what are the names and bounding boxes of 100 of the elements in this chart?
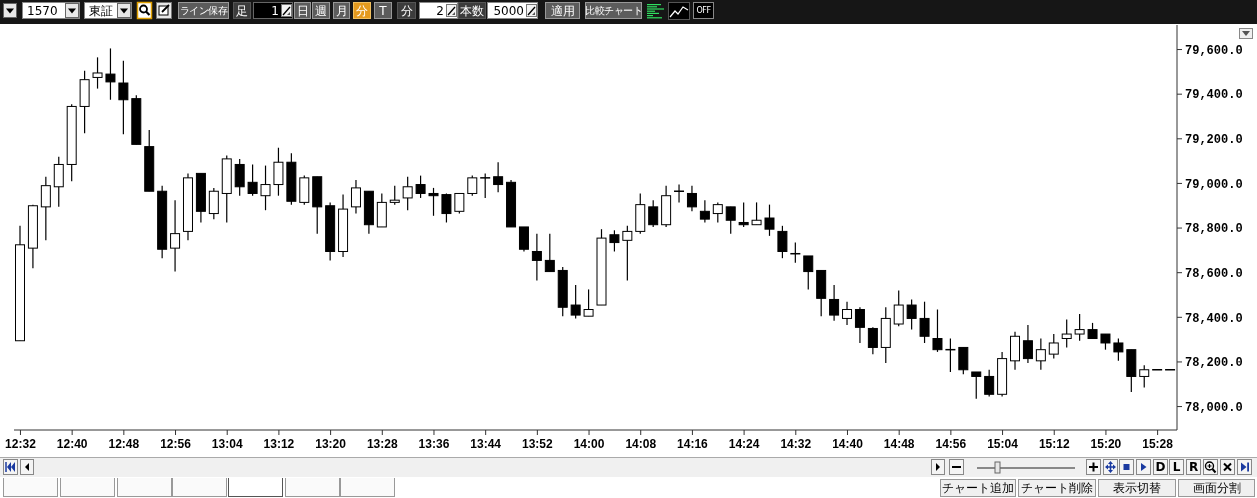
candlestick (105, 47, 116, 101)
dropdown: 1570 (22, 2, 80, 19)
x-tick-label: 14:32 (780, 437, 812, 451)
button: 分 (353, 2, 371, 19)
candlestick (234, 158, 245, 197)
x-tick-label: 14:24 (728, 437, 760, 451)
y-tick-label: 78,400.0 (1185, 311, 1243, 326)
candlestick (648, 199, 659, 228)
x-tick-label: 12:48 (108, 437, 140, 451)
x-tick-label: 15:28 (1142, 437, 1174, 451)
candlestick (389, 185, 400, 206)
candlestick (919, 301, 930, 344)
button: ライン保存 (178, 2, 229, 19)
button: チャート削除 (1018, 479, 1096, 497)
x-tick-label: 14:56 (935, 437, 967, 451)
y-tick-label: 79,400.0 (1185, 88, 1243, 103)
candlestick (674, 183, 685, 203)
candlestick (725, 206, 736, 235)
text-field: 5000 (487, 2, 538, 19)
y-tick-label: 78,000.0 (1185, 400, 1243, 415)
candlestick (906, 298, 917, 331)
label: 足 (233, 2, 251, 19)
y-tick-label: 78,800.0 (1185, 222, 1243, 237)
button: T (374, 2, 392, 19)
candlestick (686, 185, 697, 212)
y-tick-label: 79,600.0 (1185, 43, 1243, 58)
x-tick-label: 12:56 (160, 437, 192, 451)
candlestick (92, 56, 103, 90)
candlestick (350, 179, 361, 215)
candlestick (1074, 313, 1085, 342)
candlestick (170, 199, 181, 273)
candlestick (273, 147, 284, 197)
candlestick (1139, 364, 1150, 389)
candlestick (402, 176, 413, 211)
button: 画面分割 (1178, 479, 1255, 497)
candlestick (467, 175, 478, 197)
text-field: 2 (419, 2, 458, 19)
y-tick-label: 79,200.0 (1185, 133, 1243, 148)
candlestick (518, 226, 529, 253)
x-tick-label: 13:28 (366, 437, 398, 451)
candlestick (247, 163, 258, 197)
candlestick (984, 369, 995, 398)
candlestick (531, 233, 542, 282)
candlestick (415, 175, 426, 199)
y-tick-label: 78,600.0 (1185, 266, 1243, 281)
x-tick-label: 12:32 (5, 437, 37, 451)
candlestick (764, 204, 775, 237)
x-tick-label: 13:20 (315, 437, 347, 451)
candlestick (712, 201, 723, 224)
button: L (1169, 459, 1184, 475)
button: 週 (312, 2, 330, 19)
x-tick-label: 14:16 (677, 437, 709, 451)
button: D (1153, 459, 1168, 475)
x-tick-label: 14:08 (625, 437, 657, 451)
button: R (1186, 459, 1201, 475)
candlestick (971, 371, 982, 400)
candlestick (441, 192, 452, 224)
candlestick (454, 192, 465, 215)
candlestick (932, 308, 943, 353)
candlestick (428, 187, 439, 217)
dropdown: 東証 (84, 2, 132, 19)
button: 適用 (545, 2, 580, 19)
x-tick-label: 12:40 (56, 437, 88, 451)
x-tick-label: 13:52 (522, 437, 554, 451)
candlestick (570, 284, 581, 320)
x-tick-label: 15:12 (1038, 437, 1070, 451)
x-tick-label: 14:40 (832, 437, 864, 451)
x-tick-label: 13:12 (263, 437, 295, 451)
candlestick (118, 60, 129, 135)
x-tick-label: 15:04 (987, 437, 1019, 451)
label: 本数 (458, 2, 486, 19)
candlestick (738, 201, 749, 228)
candlestick (1035, 337, 1046, 371)
candlestick (260, 164, 271, 211)
button: チャート追加 (940, 479, 1016, 497)
button: 表示切替 (1098, 479, 1176, 497)
candlestick (53, 156, 64, 208)
candlestick (777, 225, 788, 259)
candlestick (208, 187, 219, 220)
candlestick (829, 284, 840, 322)
candlestick (40, 176, 51, 241)
candlestick (609, 229, 620, 253)
button: OFF (693, 2, 714, 19)
candlestick (842, 301, 853, 326)
candlestick (583, 288, 594, 317)
x-tick-label: 14:48 (883, 437, 915, 451)
x-tick-label: 13:36 (418, 437, 450, 451)
x-tick-label: 13:04 (211, 437, 243, 451)
y-tick-label: 78,200.0 (1185, 356, 1243, 371)
button: 日 (294, 2, 311, 19)
candlestick (480, 172, 491, 199)
candlestick (622, 225, 633, 282)
candlestick (1113, 337, 1124, 362)
candlestick (803, 255, 814, 291)
y-tick-label: 79,000.0 (1185, 177, 1243, 192)
text-field: 1 (253, 2, 293, 19)
x-tick-label: 13:44 (470, 437, 502, 451)
candlestick (493, 161, 504, 193)
candlestick (867, 326, 878, 355)
candlestick (751, 201, 762, 226)
